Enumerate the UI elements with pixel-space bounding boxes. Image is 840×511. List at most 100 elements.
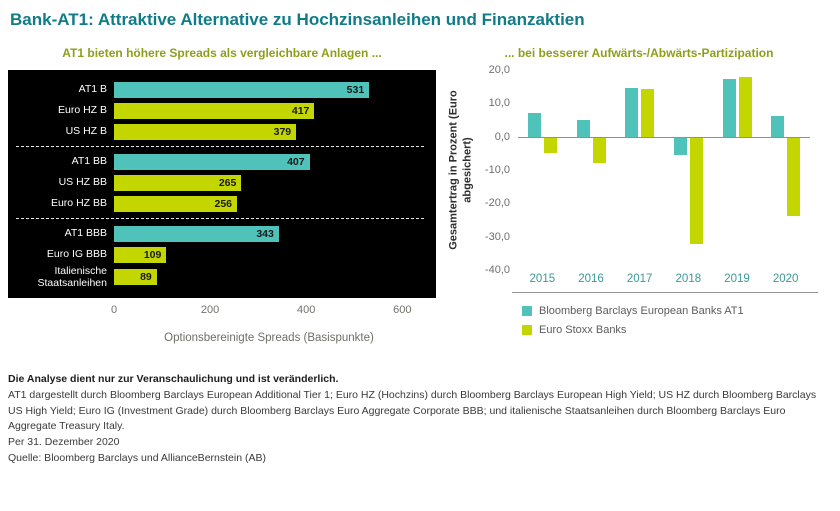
return-bar [527, 113, 541, 137]
definitions-line: AT1 dargestellt durch Bloomberg Barclays… [8, 388, 817, 433]
spread-bar: 417 [114, 102, 315, 119]
page-title: Bank-AT1: Attraktive Alternative zu Hoch… [10, 10, 585, 29]
y-tick-label: -10,0 [484, 164, 510, 176]
spread-bar-row: AT1 B 531 [16, 79, 424, 100]
bar-value-label: 417 [291, 104, 310, 117]
spread-bar: 343 [114, 225, 279, 242]
legend-swatch [522, 325, 532, 335]
bar-value-label: 256 [214, 197, 233, 210]
bar-track: 265 [114, 174, 424, 191]
y-tick-label: 0,0 [494, 130, 510, 143]
bar-value-label: 407 [287, 155, 305, 168]
bar-value-label: 89 [140, 271, 152, 284]
category-label: Euro IG BBB [46, 248, 107, 261]
category-label: Euro HZ BB [50, 197, 107, 210]
year-label: 2019 [724, 273, 750, 285]
category-label: AT1 B [78, 83, 107, 96]
return-bar [625, 88, 639, 137]
year-label: 2018 [675, 273, 702, 285]
spread-bar-row: Euro HZ BB 256 [16, 193, 424, 214]
x-tick-label: 200 [200, 304, 220, 317]
group-separator-line [16, 218, 424, 219]
category-label: Euro HZ B [57, 104, 107, 117]
spread-chart-plot-area: AT1 B 531 Euro HZ B 417 US HZ B 379 AT1 BB 407 U… [8, 70, 436, 299]
spread-bar: 379 [114, 123, 297, 140]
legend-item: Euro Stoxx Banks [522, 324, 832, 336]
returns-chart: Gesamtertrag in Prozent (Euro abgesicher… [446, 64, 832, 276]
bar-track: 531 [114, 81, 424, 98]
spread-bar-rows: AT1 B 531 Euro HZ B 417 US HZ B 379 AT1 BB 407 U… [16, 79, 424, 289]
y-axis-tick-labels: 20,0 10,0 0,0 -10,0 -20,0 -30,0 -40,0 [476, 64, 518, 276]
bar-track: 343 [114, 225, 424, 242]
spread-bar: 256 [114, 195, 238, 212]
return-bar [576, 120, 590, 137]
spread-chart-section: AT1 bieten höhere Spreads als vergleichb… [8, 46, 436, 344]
return-bar [592, 137, 606, 163]
y-tick-label: 20,0 [488, 64, 510, 76]
bar-value-label: 531 [346, 83, 365, 96]
bar-value-label: 379 [273, 125, 292, 138]
bar-track: 417 [114, 102, 424, 119]
bar-track: 256 [114, 195, 424, 212]
bar-track: 109 [114, 246, 424, 263]
return-bar [738, 77, 752, 137]
spread-bar-row: Italienische Staatsanleihen 89 [16, 265, 424, 289]
return-bar [787, 137, 801, 217]
spread-bar: 265 [114, 174, 242, 191]
y-tick-label: -40,0 [484, 264, 510, 276]
bar-value-label: 265 [218, 176, 237, 189]
return-bar [543, 137, 557, 153]
year-label: 2016 [578, 273, 604, 285]
spread-bar-row: AT1 BBB 343 [16, 223, 424, 244]
y-tick-label: 10,0 [488, 97, 510, 110]
bar-value-label: 109 [143, 248, 162, 261]
spread-chart-x-axis: 0 200 400 600 [110, 302, 424, 318]
legend-series-label: Bloomberg Barclays European Banks AT1 [539, 305, 744, 317]
year-label: 2020 [772, 273, 799, 285]
y-axis-title: Gesamtertrag in Prozent (Euro abgesicher… [446, 70, 476, 270]
x-tick-label: 400 [297, 304, 316, 317]
returns-chart-section: ... bei besserer Aufwärts-/Abwärts-Parti… [436, 46, 832, 344]
y-axis-title-text: Gesamtertrag in Prozent (Euro abgesicher… [447, 90, 473, 250]
spread-bar-row: US HZ BB 265 [16, 172, 424, 193]
footnotes: Die Analyse dient nur zur Veranschaulich… [8, 372, 832, 467]
returns-chart-title: ... bei besserer Aufwärts-/Abwärts-Parti… [504, 46, 774, 60]
return-bar [771, 116, 785, 137]
legend-swatch [522, 306, 532, 316]
spread-bar-row: Euro HZ B 417 [16, 100, 424, 121]
year-label: 2015 [529, 273, 556, 285]
x-axis-year-labels: 2015 2016 2017 2018 2019 2020 [512, 270, 818, 293]
returns-chart-plot-area [518, 70, 810, 270]
legend: Bloomberg Barclays European Banks AT1 Eur… [522, 305, 832, 336]
as-of-date-line: Per 31. Dezember 2020 [8, 436, 120, 449]
x-tick-label: 600 [393, 304, 412, 317]
return-bar [722, 78, 736, 137]
category-label: AT1 BB [71, 155, 107, 168]
y-tick-label: -30,0 [484, 230, 510, 243]
return-bar [641, 89, 655, 137]
year-label: 2017 [626, 273, 653, 285]
bar-value-label: 343 [256, 227, 274, 240]
spread-bar: 531 [114, 81, 370, 98]
bar-track: 379 [114, 123, 424, 140]
category-label: US HZ B [65, 125, 107, 138]
source-line: Quelle: Bloomberg Barclays und AllianceB… [8, 451, 266, 464]
spread-bar: 109 [114, 246, 167, 263]
legend-item: Bloomberg Barclays European Banks AT1 [522, 305, 832, 317]
zero-baseline [518, 136, 810, 138]
spread-chart-title: AT1 bieten höhere Spreads als vergleichb… [62, 46, 382, 60]
bar-track: 89 [114, 269, 424, 286]
return-bar [689, 137, 703, 244]
x-tick-label: 0 [110, 304, 118, 317]
charts-row: AT1 bieten höhere Spreads als vergleichb… [8, 46, 832, 344]
legend-series-label: Euro Stoxx Banks [539, 324, 627, 336]
spread-bar-row: US HZ B 379 [16, 121, 424, 142]
spread-bar-row: AT1 BB 407 [16, 151, 424, 172]
return-bar [673, 137, 687, 155]
spread-bar: 89 [114, 269, 157, 286]
disclaimer-line: Die Analyse dient nur zur Veranschaulich… [8, 373, 339, 386]
category-label: Italienische Staatsanleihen [37, 265, 107, 290]
group-separator-line [16, 146, 424, 147]
bar-track: 407 [114, 153, 424, 170]
